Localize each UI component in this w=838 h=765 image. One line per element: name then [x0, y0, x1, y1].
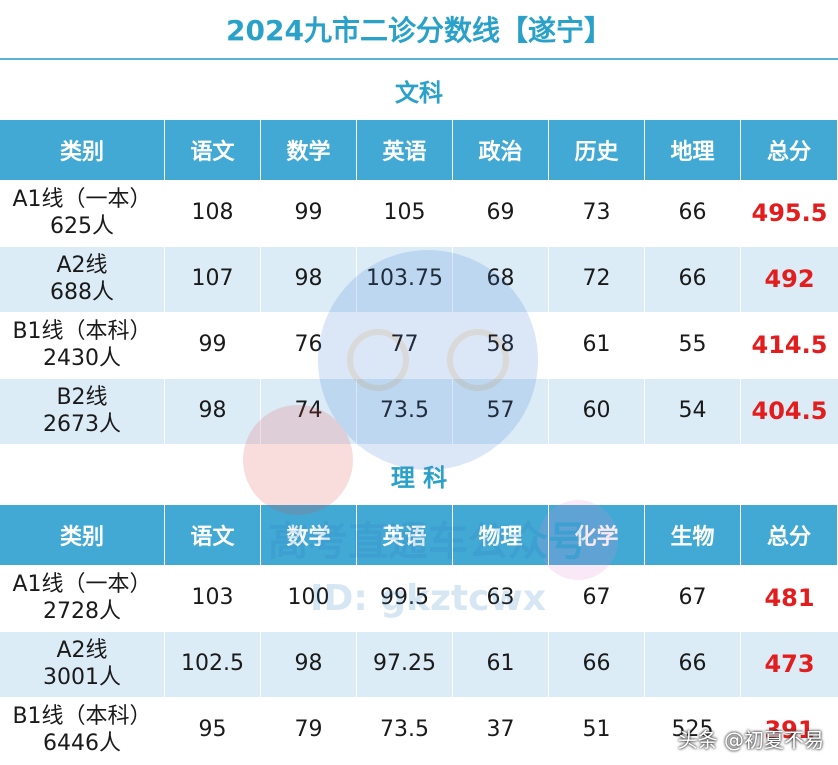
category-cell: A2线 688人 — [0, 246, 165, 312]
line-count: 2673人 — [43, 411, 121, 437]
category-cell: B2线 2673人 — [0, 378, 165, 444]
score-cell: 61 — [453, 631, 549, 697]
header-politics: 政治 — [453, 120, 549, 180]
total-cell: 391 — [741, 697, 838, 763]
score-cell: 103 — [165, 565, 261, 631]
score-cell: 74 — [261, 378, 357, 444]
score-cell: 51 — [549, 697, 645, 763]
score-cell: 37 — [453, 697, 549, 763]
score-cell: 68 — [453, 246, 549, 312]
score-cell: 73.5 — [357, 697, 453, 763]
line-count: 3001人 — [43, 664, 121, 690]
header-math: 数学 — [261, 120, 357, 180]
score-cell: 54 — [645, 378, 741, 444]
score-cell: 103.75 — [357, 246, 453, 312]
line-count: 6446人 — [43, 730, 121, 756]
header-biology: 生物 — [645, 505, 741, 565]
header-math: 数学 — [261, 505, 357, 565]
header-english: 英语 — [357, 120, 453, 180]
line-name: A1线（一本） — [12, 572, 152, 598]
score-cell: 102.5 — [165, 631, 261, 697]
score-cell: 63 — [453, 565, 549, 631]
header-category: 类别 — [0, 120, 165, 180]
category-cell: A1线（一本） 625人 — [0, 180, 165, 246]
header-total: 总分 — [741, 120, 838, 180]
score-cell: 61 — [549, 312, 645, 378]
line-count: 2728人 — [43, 598, 121, 624]
header-physics: 物理 — [453, 505, 549, 565]
total-cell: 481 — [741, 565, 838, 631]
line-name: B1线（本科） — [12, 319, 152, 345]
score-cell: 98 — [165, 378, 261, 444]
score-cell: 77 — [357, 312, 453, 378]
score-cell: 99 — [261, 180, 357, 246]
line-name: A2线 — [56, 253, 108, 279]
score-cell: 57 — [453, 378, 549, 444]
score-cell: 99.5 — [357, 565, 453, 631]
header-category: 类别 — [0, 505, 165, 565]
footer-credit: 头条 @初夏不易 — [677, 728, 824, 752]
score-cell: 98 — [261, 246, 357, 312]
category-cell: B1线（本科） 2430人 — [0, 312, 165, 378]
score-cell: 95 — [165, 697, 261, 763]
total-cell: 414.5 — [741, 312, 838, 378]
score-cell: 66 — [549, 631, 645, 697]
total-cell: 473 — [741, 631, 838, 697]
line-count: 688人 — [50, 279, 114, 305]
header-chinese: 语文 — [165, 505, 261, 565]
score-cell: 79 — [261, 697, 357, 763]
line-name: B1线（本科） — [12, 704, 152, 730]
header-history: 历史 — [549, 120, 645, 180]
line-name: A1线（一本） — [12, 187, 152, 213]
line-name: A2线 — [56, 638, 108, 664]
header-chinese: 语文 — [165, 120, 261, 180]
score-cell: 100 — [261, 565, 357, 631]
total-cell: 404.5 — [741, 378, 838, 444]
category-cell: A1线（一本） 2728人 — [0, 565, 165, 631]
line-name: B2线 — [56, 385, 108, 411]
score-cell: 97.25 — [357, 631, 453, 697]
score-cell: 76 — [261, 312, 357, 378]
score-cell: 58 — [453, 312, 549, 378]
score-cell: 105 — [357, 180, 453, 246]
score-cell: 73.5 — [357, 378, 453, 444]
score-cell: 108 — [165, 180, 261, 246]
header-geography: 地理 — [645, 120, 741, 180]
page-title: 2024九市二诊分数线【遂宁】 — [0, 0, 838, 60]
category-cell: B1线（本科） 6446人 — [0, 697, 165, 763]
score-cell: 72 — [549, 246, 645, 312]
score-cell: 99 — [165, 312, 261, 378]
score-cell: 60 — [549, 378, 645, 444]
header-total: 总分 — [741, 505, 838, 565]
line-count: 625人 — [50, 213, 114, 239]
score-cell: 69 — [453, 180, 549, 246]
score-cell: 66 — [645, 180, 741, 246]
header-chemistry: 化学 — [549, 505, 645, 565]
score-cell: 98 — [261, 631, 357, 697]
score-cell: 107 — [165, 246, 261, 312]
science-table: 类别 语文 数学 英语 物理 化学 生物 总分 A1线（一本） 2728人 103… — [0, 505, 838, 763]
score-cell: 525 — [645, 697, 741, 763]
score-cell: 66 — [645, 631, 741, 697]
total-cell: 492 — [741, 246, 838, 312]
total-cell: 495.5 — [741, 180, 838, 246]
score-cell: 67 — [645, 565, 741, 631]
section-title-arts: 文科 — [395, 78, 443, 107]
arts-table: 类别 语文 数学 英语 政治 历史 地理 总分 A1线（一本） 625人 108 … — [0, 120, 838, 444]
section-title-science: 理 科 — [390, 463, 448, 492]
score-cell: 73 — [549, 180, 645, 246]
score-cell: 67 — [549, 565, 645, 631]
score-cell: 55 — [645, 312, 741, 378]
line-count: 2430人 — [43, 345, 121, 371]
score-cell: 66 — [645, 246, 741, 312]
header-english: 英语 — [357, 505, 453, 565]
category-cell: A2线 3001人 — [0, 631, 165, 697]
